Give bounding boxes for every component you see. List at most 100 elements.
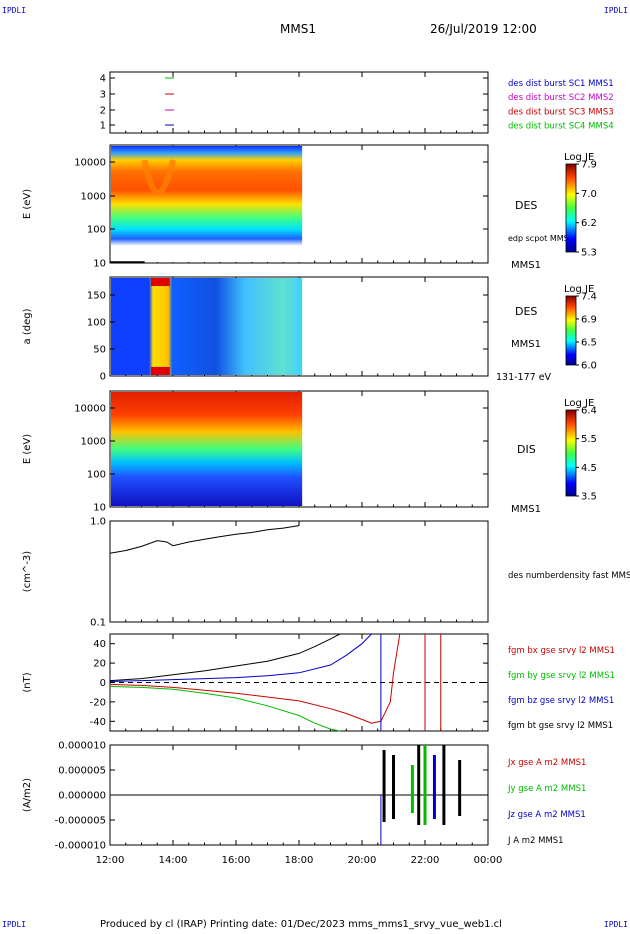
y-tick-label: 0 bbox=[100, 372, 106, 383]
bfield-line bbox=[109, 633, 372, 682]
y-tick-label: 3 bbox=[100, 90, 106, 101]
y-tick-label: 1000 bbox=[81, 192, 106, 203]
y-axis-label: a (deg) bbox=[22, 308, 33, 344]
bfield-line bbox=[109, 633, 401, 724]
colorbar-tick-label: 6.5 bbox=[581, 338, 597, 349]
y-tick-label: -20 bbox=[90, 697, 106, 708]
legend-entry: Jz gse A m2 MMS1 bbox=[507, 810, 586, 820]
date-title: 26/Jul/2019 12:00 bbox=[430, 22, 537, 36]
panel-sublabel: MMS1 bbox=[511, 339, 541, 350]
footer-text: Produced by cl (IRAP) Printing date: 01/… bbox=[100, 919, 502, 930]
y-tick-label: 10 bbox=[93, 259, 106, 270]
panel-frame-0 bbox=[109, 71, 489, 134]
bfield-line bbox=[109, 685, 341, 732]
legend-entry: des dist burst SC1 MMS1 bbox=[508, 79, 614, 89]
colorbar-tick-label: 6.9 bbox=[581, 315, 597, 326]
y-axis-label: E (eV) bbox=[22, 189, 33, 219]
des-energy-dip bbox=[141, 159, 176, 196]
des-pitch-heatmap bbox=[111, 278, 303, 375]
y-tick-label: 10000 bbox=[74, 158, 106, 169]
x-tick-label: 16:00 bbox=[222, 855, 251, 866]
panel-sublabel: edp scpot MMS1 bbox=[508, 234, 574, 243]
y-tick-label: 1 bbox=[100, 121, 106, 132]
panel-bottom-label: 131-177 eV bbox=[496, 372, 552, 383]
panel-bottom-label: MMS1 bbox=[511, 260, 541, 271]
y-tick-label: 4 bbox=[100, 74, 106, 85]
y-axis-label: (A/m2) bbox=[22, 778, 33, 812]
bfield-line bbox=[109, 633, 341, 682]
y-tick-label: 2 bbox=[100, 106, 106, 117]
panel-label: DIS bbox=[517, 443, 536, 456]
y-tick-label: 0.000010 bbox=[58, 741, 106, 752]
colorbar-title: Log JE bbox=[564, 398, 594, 409]
pitch-hot-top bbox=[150, 278, 170, 286]
mission-title: MMS1 bbox=[280, 22, 316, 36]
panel-label: DES bbox=[515, 199, 537, 212]
colorbar-tick-label: 7.9 bbox=[581, 160, 597, 171]
y-tick-label: 10 bbox=[93, 503, 106, 514]
y-tick-label: 0.000005 bbox=[58, 766, 106, 777]
legend-entry: fgm bz gse srvy l2 MMS1 bbox=[508, 696, 614, 706]
legend-entry: fgm bt gse srvy l2 MMS1 bbox=[508, 721, 613, 731]
colorbar-tick-label: 6.0 bbox=[581, 361, 597, 372]
y-axis-label: (nT) bbox=[22, 672, 33, 692]
dis-energy-heatmap bbox=[111, 392, 303, 506]
density-line bbox=[109, 525, 300, 554]
y-tick-label: -40 bbox=[90, 717, 106, 728]
x-tick-label: 12:00 bbox=[96, 855, 125, 866]
colorbar-tick-label: 5.3 bbox=[581, 248, 597, 259]
y-tick-label: 100 bbox=[87, 470, 106, 481]
corner-label-top-left: IPDLI bbox=[2, 6, 27, 15]
legend-entry: fgm bx gse srvy l2 MMS1 bbox=[508, 646, 615, 656]
legend-entry: des dist burst SC4 MMS4 bbox=[508, 122, 614, 132]
colorbar-tick-label: 7.4 bbox=[581, 292, 597, 303]
colorbar-tick-label: 6.2 bbox=[581, 218, 597, 229]
y-axis-label: E (eV) bbox=[22, 434, 33, 464]
des-energy-heatmap bbox=[111, 146, 303, 262]
corner-label-bottom-right: IPDLI bbox=[603, 920, 628, 929]
colorbar-tick-label: 4.5 bbox=[581, 463, 597, 474]
colorbar-title: Log JE bbox=[564, 284, 594, 295]
y-tick-label: 20 bbox=[93, 659, 106, 670]
y-tick-label: 150 bbox=[87, 291, 106, 302]
corner-label-top-right: IPDLI bbox=[603, 6, 628, 15]
pitch-hot-bottom bbox=[150, 367, 170, 375]
panel-bottom-label: MMS1 bbox=[511, 504, 541, 515]
colorbar-1 bbox=[565, 163, 577, 253]
legend-entry: des dist burst SC2 MMS2 bbox=[508, 93, 614, 103]
y-tick-label: 0.000000 bbox=[58, 791, 106, 802]
x-tick-label: 00:00 bbox=[474, 855, 503, 866]
legend-entry: des numberdensity fast MMS1 bbox=[508, 571, 630, 581]
colorbar-tick-label: 3.5 bbox=[581, 492, 597, 503]
y-tick-label: 10000 bbox=[74, 404, 106, 415]
x-tick-label: 22:00 bbox=[411, 855, 440, 866]
y-tick-label: 0 bbox=[100, 678, 106, 689]
x-tick-label: 18:00 bbox=[285, 855, 314, 866]
colorbar-tick-label: 7.0 bbox=[581, 189, 597, 200]
y-tick-label: 1.0 bbox=[90, 517, 106, 528]
y-tick-label: 40 bbox=[93, 639, 106, 650]
legend-entry: Jx gse A m2 MMS1 bbox=[507, 758, 586, 768]
y-axis-label: (cm^-3) bbox=[22, 551, 33, 592]
legend-entry: des dist burst SC3 MMS3 bbox=[508, 107, 614, 117]
y-tick-label: 50 bbox=[93, 345, 106, 356]
x-tick-label: 20:00 bbox=[348, 855, 377, 866]
colorbar-title: Log JE bbox=[564, 152, 594, 163]
y-tick-label: 100 bbox=[87, 318, 106, 329]
y-tick-label: 100 bbox=[87, 225, 106, 236]
panel-label: DES bbox=[515, 305, 537, 318]
x-tick-label: 14:00 bbox=[159, 855, 188, 866]
corner-label-bottom-left: IPDLI bbox=[2, 920, 27, 929]
colorbar-3 bbox=[565, 409, 577, 497]
y-tick-label: 0.1 bbox=[90, 618, 106, 629]
colorbar-2 bbox=[565, 295, 577, 366]
panel-frame-4 bbox=[109, 520, 489, 623]
y-tick-label: 1000 bbox=[81, 437, 106, 448]
y-tick-label: -0.000005 bbox=[55, 816, 106, 827]
colorbar-tick-label: 5.5 bbox=[581, 434, 597, 445]
colorbar-tick-label: 6.4 bbox=[581, 406, 597, 417]
y-tick-label: -0.000010 bbox=[55, 841, 106, 852]
legend-entry: J A m2 MMS1 bbox=[507, 836, 564, 846]
legend-entry: fgm by gse srvy l2 MMS1 bbox=[508, 671, 615, 681]
